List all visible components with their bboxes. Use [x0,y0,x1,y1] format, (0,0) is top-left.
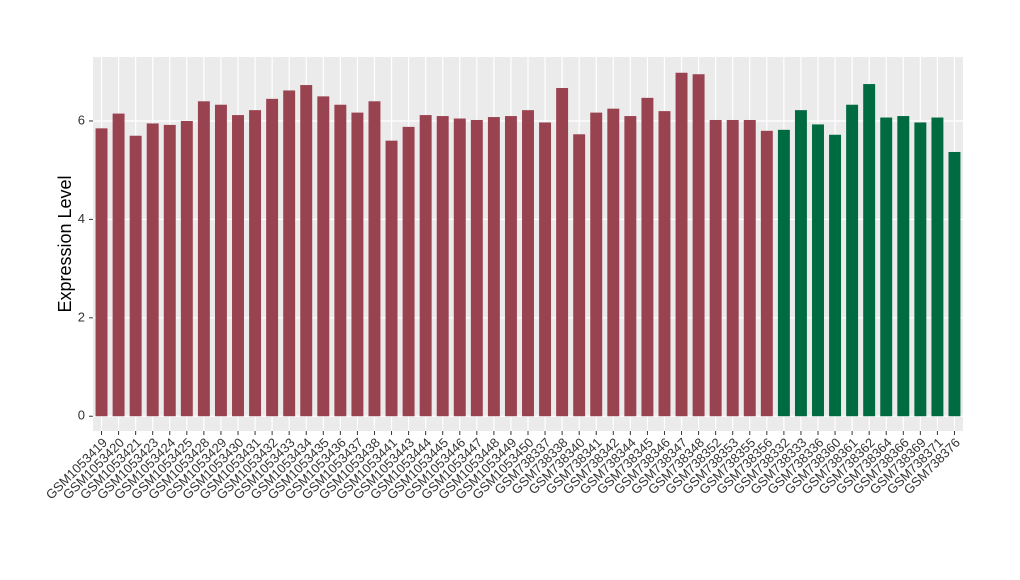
bar [948,151,961,417]
bar [163,124,176,417]
bar [880,117,893,417]
bar [931,117,944,417]
bar [556,88,569,417]
bar [283,90,296,417]
bar [897,116,910,417]
bar [590,112,603,417]
y-tick-label: 2 [78,309,85,324]
bar [146,123,159,417]
bar [692,74,705,417]
bar [266,98,279,417]
bar [419,115,432,417]
bar [709,119,722,417]
bar [641,97,654,417]
bar [777,129,790,417]
bar [624,116,637,417]
bar [726,119,739,417]
bar [232,115,244,417]
bar [607,108,620,417]
bar [112,113,125,417]
y-axis-title: Expression Level [55,175,75,312]
bar [249,110,262,417]
bar [95,128,108,417]
bar [914,122,927,417]
bar [470,119,483,417]
bar [180,120,193,417]
bar [573,134,586,417]
bar [402,126,415,417]
bar [487,117,500,417]
bar [197,101,210,417]
bar [385,140,398,417]
bar [214,104,227,417]
bar [829,134,842,417]
bar [351,112,364,417]
y-tick-label: 6 [78,112,85,127]
bar [794,110,807,417]
y-tick-label: 4 [78,211,85,226]
bar [317,96,330,417]
bar [743,119,756,417]
bar [658,111,671,417]
bar [334,104,347,417]
bar [129,135,142,417]
bar [368,101,381,417]
bar [522,110,534,417]
bar [436,116,449,417]
bar [453,118,466,417]
bar [812,124,824,417]
bar [846,104,859,417]
bar [760,130,773,417]
bar [300,85,313,417]
y-tick-label: 0 [78,408,85,423]
bar [863,84,876,417]
bar [675,72,688,417]
bar [539,122,552,417]
bar [504,116,517,417]
